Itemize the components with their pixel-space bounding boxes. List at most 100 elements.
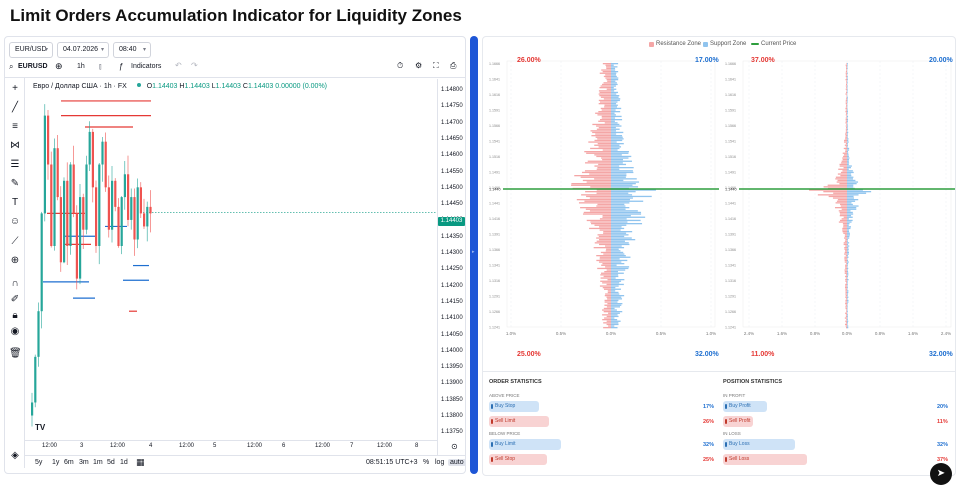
- price-tick: 1.13750: [441, 429, 463, 435]
- chart-type-icon[interactable]: ⫾: [99, 62, 102, 72]
- orders-profile-chart[interactable]: 1.16661.16411.16161.15911.15661.15411.15…: [483, 49, 719, 341]
- search-icon[interactable]: ⌕: [9, 62, 13, 72]
- range-5d[interactable]: 5d: [107, 459, 115, 466]
- indicators-button[interactable]: Indicators: [131, 63, 161, 70]
- support-bar: [611, 308, 615, 309]
- resistance-bar: [599, 244, 611, 245]
- support-bar: [611, 202, 629, 203]
- resistance-bar: [846, 114, 847, 115]
- calendar-icon[interactable]: ▦: [136, 457, 145, 468]
- resistance-bar: [846, 255, 847, 256]
- lock-icon[interactable]: 🔒︎: [9, 310, 21, 322]
- price-level-label: 1.1641: [725, 78, 736, 82]
- resistance-bar: [595, 133, 611, 134]
- support-swatch: [703, 42, 708, 47]
- resistance-bar: [845, 93, 847, 94]
- legend-current: Current Price: [751, 41, 796, 47]
- panel-resize-handle[interactable]: ▸: [470, 36, 478, 474]
- fib-icon[interactable]: ☰: [9, 159, 21, 171]
- emoji-icon[interactable]: ☺: [9, 216, 21, 228]
- resistance-bar: [846, 73, 847, 74]
- price-tick: 1.13950: [441, 364, 463, 370]
- send-button[interactable]: ➤: [930, 463, 952, 485]
- support-bar: [847, 196, 854, 197]
- resistance-bar: [581, 177, 611, 178]
- percent-toggle[interactable]: %: [423, 459, 429, 466]
- resistance-bar: [846, 105, 847, 106]
- ruler-icon[interactable]: ⟋: [9, 236, 21, 248]
- range-1m[interactable]: 1m: [93, 459, 103, 466]
- resistance-bar: [603, 71, 611, 72]
- magnet-icon[interactable]: ∩: [9, 278, 21, 290]
- positions-profile-chart[interactable]: 1.16661.16411.16161.15911.15661.15411.15…: [719, 49, 955, 341]
- auto-toggle[interactable]: auto: [448, 459, 466, 466]
- symbol-select[interactable]: EUR/USD▾: [9, 42, 53, 58]
- buy-profit-pill: Buy Profit: [723, 401, 767, 412]
- zoom-in-icon[interactable]: ⊕: [9, 255, 21, 267]
- settings-icon[interactable]: ⚙: [415, 61, 422, 70]
- resistance-bar: [846, 125, 847, 126]
- redo-icon[interactable]: ↷: [191, 61, 198, 70]
- support-bar: [847, 153, 848, 154]
- crosshair-icon[interactable]: +: [9, 83, 21, 95]
- alert-icon[interactable]: ⏱: [397, 61, 403, 71]
- candlestick-chart[interactable]: [25, 79, 437, 441]
- log-toggle[interactable]: log: [435, 459, 444, 466]
- indicators-icon[interactable]: ƒ: [119, 62, 123, 71]
- trash-icon[interactable]: 🗑︎: [9, 348, 21, 360]
- resistance-bar: [833, 193, 847, 194]
- layers-icon[interactable]: ◈: [9, 450, 21, 462]
- resistance-bar: [846, 74, 847, 75]
- range-5y[interactable]: 5y: [35, 459, 42, 466]
- support-bar: [847, 199, 858, 200]
- undo-icon[interactable]: ↶: [175, 61, 182, 70]
- eye-icon[interactable]: ◉: [9, 326, 21, 338]
- support-bar: [847, 253, 849, 254]
- support-bar: [847, 282, 848, 283]
- horizontal-lines-icon[interactable]: ≡: [9, 121, 21, 133]
- time-tick: 6: [282, 443, 285, 449]
- resistance-bar: [582, 172, 611, 173]
- support-bar: [847, 293, 848, 294]
- price-level-label: 1.1666: [489, 62, 500, 66]
- brush-icon[interactable]: ✎: [9, 178, 21, 190]
- add-symbol-icon[interactable]: ⊕: [55, 61, 63, 72]
- resistance-bar: [845, 324, 847, 325]
- support-bar: [611, 265, 617, 266]
- resistance-bar: [845, 241, 847, 242]
- support-bar: [611, 317, 614, 318]
- support-bar: [611, 249, 619, 250]
- support-bar: [847, 265, 848, 266]
- current-price-level-label: 1.1440: [489, 188, 501, 192]
- resistance-bar: [846, 121, 847, 122]
- support-bar: [847, 185, 853, 186]
- range-1y[interactable]: 1y: [52, 459, 59, 466]
- resistance-bar: [601, 97, 611, 98]
- fullscreen-icon[interactable]: ⛶: [433, 61, 439, 71]
- camera-icon[interactable]: ⎙: [450, 61, 456, 71]
- clock-readout[interactable]: 08:51:15 UTC+3: [366, 459, 418, 466]
- date-input[interactable]: 04.07.2026▾: [57, 42, 109, 58]
- resistance-bar: [846, 84, 847, 85]
- resistance-bar: [601, 277, 611, 278]
- price-level-label: 1.1441: [725, 202, 736, 206]
- support-bar: [847, 161, 849, 162]
- goto-date-icon[interactable]: ⊙: [451, 442, 458, 451]
- range-3m[interactable]: 3m: [79, 459, 89, 466]
- resistance-bar: [608, 290, 611, 291]
- support-bar: [611, 181, 639, 182]
- interval-button[interactable]: 1h: [77, 63, 85, 70]
- symbol-label[interactable]: EURUSD: [18, 63, 48, 70]
- range-6m[interactable]: 6m: [64, 459, 74, 466]
- range-1d[interactable]: 1d: [120, 459, 128, 466]
- support-bar: [847, 233, 850, 234]
- draw-mode-icon[interactable]: ✐: [9, 294, 21, 306]
- pitchfork-icon[interactable]: ⋈: [9, 140, 21, 152]
- resistance-bar: [844, 244, 847, 245]
- time-input[interactable]: 08:40▾: [113, 42, 151, 58]
- text-icon[interactable]: T: [9, 197, 21, 209]
- trend-line-icon[interactable]: ╱: [9, 102, 21, 114]
- support-bar: [611, 180, 623, 181]
